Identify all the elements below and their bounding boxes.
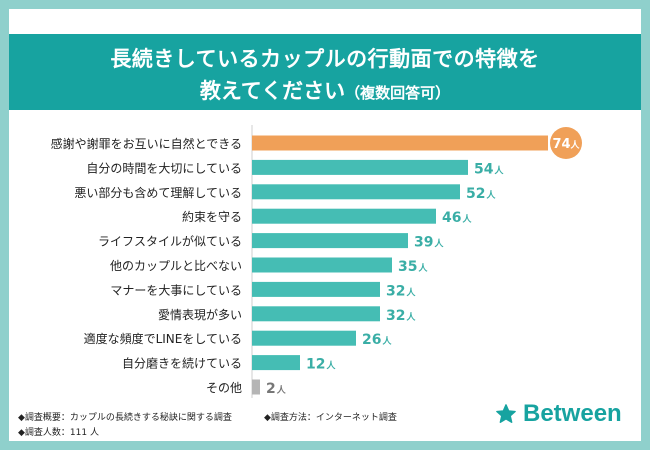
bar [252, 135, 548, 151]
between-logo: Between [495, 398, 622, 430]
category-label: ライフスタイルが似ている [98, 234, 242, 249]
bar [252, 355, 300, 371]
value-label: 26人 [362, 332, 392, 348]
category-label: 感謝や謝罪をお互いに自然とできる [51, 136, 242, 151]
value-label: 32人 [386, 308, 416, 324]
value-label: 39人 [414, 235, 444, 251]
category-label: 愛情表現が多い [158, 307, 242, 322]
footer-respondents: ◆調査人数：111 人 [18, 428, 99, 438]
value-label: 12人 [306, 357, 336, 373]
logo-text: Between [523, 400, 622, 427]
value-label: 2人 [266, 381, 287, 397]
highlight-value-badge [550, 127, 582, 159]
chart-title-note: （複数回答可） [345, 84, 451, 102]
value-label: 52人 [466, 186, 496, 202]
bar [252, 159, 468, 175]
value-label: 32人 [386, 283, 416, 299]
title-banner: 長続きしているカップルの行動面での特徴を 教えてください（複数回答可） [9, 34, 641, 110]
footer-survey-summary: ◆調査概要：カップルの長続きする秘訣に関する調査 [18, 413, 232, 423]
category-label: 他のカップルと比べない [110, 259, 242, 273]
category-label: 適度な頻度でLINEをしている [84, 331, 242, 346]
category-label: その他 [206, 381, 242, 395]
footer-survey-method: ◆調査方法：インターネット調査 [264, 413, 397, 423]
value-label: 54人 [474, 161, 504, 177]
bar [252, 330, 356, 346]
bar [252, 233, 408, 249]
bar [252, 306, 380, 322]
chart-title-line1: 長続きしているカップルの行動面での特徴を [110, 47, 540, 71]
value-label: 35人 [398, 259, 428, 275]
value-label: 46人 [442, 210, 472, 226]
bar [252, 257, 392, 273]
bar [252, 184, 460, 200]
category-label: 自分の時間を大切にしている [86, 161, 242, 175]
category-label: 約束を守る [182, 209, 242, 224]
chart-title-line2: 教えてください（複数回答可） [9, 75, 641, 105]
bar [252, 379, 260, 395]
category-label: 自分磨きを続けている [122, 357, 242, 371]
bar [252, 281, 380, 297]
category-label: 悪い部分も含めて理解している [74, 185, 242, 200]
value-label: 74人 [552, 137, 580, 152]
star-icon [496, 404, 516, 423]
bar [252, 208, 436, 224]
category-label: マナーを大事にしている [110, 283, 242, 297]
chart-title-line2-main: 教えてください [199, 79, 346, 103]
